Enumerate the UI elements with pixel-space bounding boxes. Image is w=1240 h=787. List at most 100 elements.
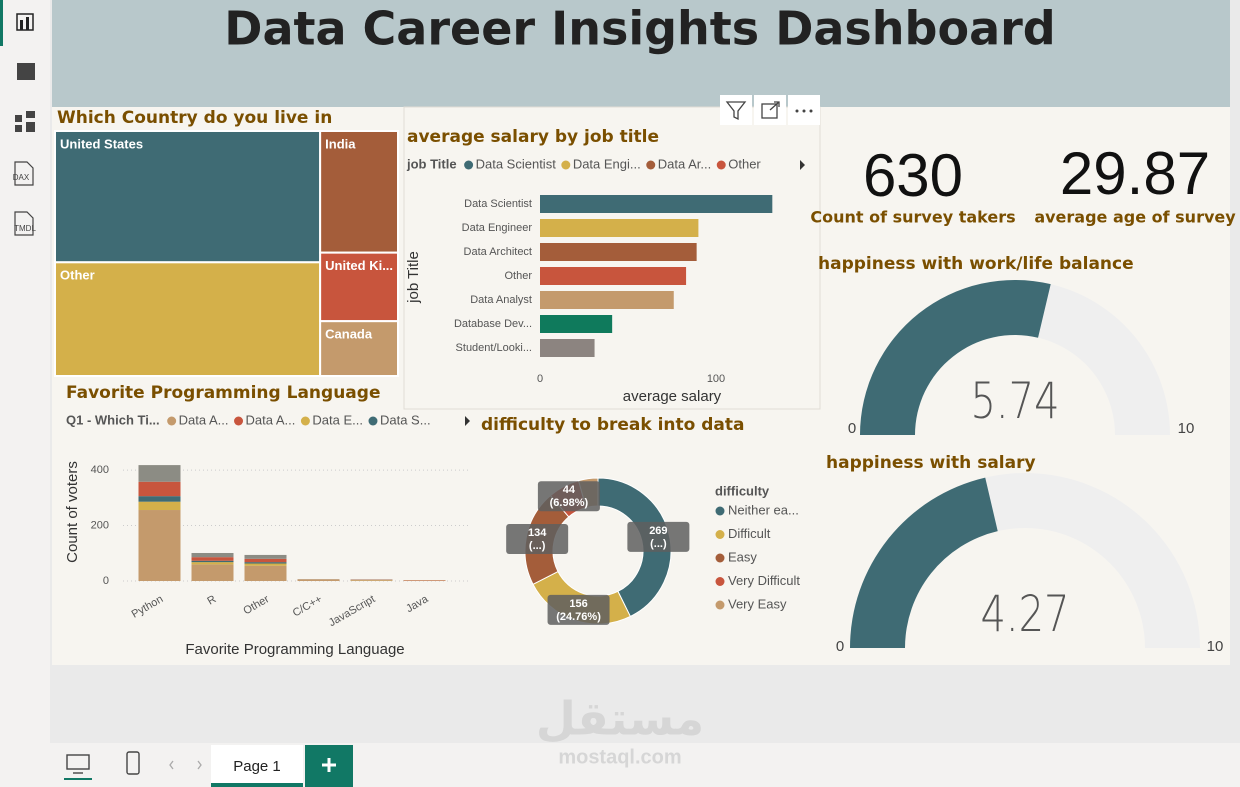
data-label-box bbox=[627, 521, 690, 552]
treemap-label: United Ki... bbox=[325, 258, 393, 273]
bar bbox=[540, 315, 613, 333]
chart-title: difficulty to break into data bbox=[481, 415, 744, 435]
y-tick-label: Student/Looki... bbox=[456, 342, 532, 354]
bar-segment bbox=[244, 558, 287, 563]
treemap-tile bbox=[319, 320, 399, 378]
report-view-icon[interactable] bbox=[16, 13, 34, 31]
gauge-max: 10 bbox=[1207, 638, 1224, 655]
gauge-value: 5.74 bbox=[970, 372, 1059, 431]
bar-segment bbox=[191, 560, 234, 563]
more-options-icon[interactable] bbox=[788, 95, 820, 125]
bar-segment bbox=[138, 496, 181, 502]
treemap-tile bbox=[54, 261, 322, 377]
data-label: (24.76%) bbox=[556, 611, 601, 623]
legend-marker bbox=[715, 577, 725, 586]
legend-marker bbox=[368, 416, 378, 426]
legend-marker bbox=[167, 416, 177, 426]
legend-item: Data E... bbox=[312, 412, 363, 427]
legend-item: Data S... bbox=[380, 412, 431, 427]
data-label-box bbox=[537, 481, 600, 512]
y-axis-label: job Title bbox=[405, 251, 422, 304]
sidebar bbox=[0, 0, 50, 787]
y-axis-label: Count of voters bbox=[64, 461, 81, 563]
watermark-latin: mostaql.com bbox=[558, 746, 681, 768]
bar bbox=[540, 339, 595, 357]
next-page-arrow[interactable] bbox=[197, 760, 202, 770]
bar-segment bbox=[138, 510, 181, 581]
bar-segment bbox=[191, 557, 234, 561]
focus-mode-icon[interactable] bbox=[754, 95, 786, 125]
legend-item: Very Easy bbox=[728, 596, 787, 611]
data-label: (6.98%) bbox=[550, 497, 589, 509]
card-label: average age of survey bbox=[1034, 208, 1236, 227]
sidebar-label: TMDL bbox=[14, 224, 36, 233]
treemap-label: Canada bbox=[325, 327, 373, 342]
x-axis-label: Favorite Programming Language bbox=[185, 641, 404, 658]
bar-segment bbox=[138, 465, 181, 482]
bottom-bar bbox=[0, 743, 1240, 787]
legend-scroll-arrow bbox=[465, 416, 470, 426]
gauge-value: 4.27 bbox=[980, 585, 1069, 644]
bar-segment bbox=[191, 552, 234, 558]
legend-marker bbox=[715, 600, 725, 610]
bar-segment bbox=[244, 563, 287, 566]
card-value: 630 bbox=[863, 142, 963, 209]
legend-item: Data A... bbox=[179, 412, 229, 427]
data-label: 44 bbox=[563, 484, 576, 496]
data-label: (...) bbox=[529, 540, 546, 552]
legend-title: job Title bbox=[406, 156, 457, 171]
legend-title: Q1 - Which Ti... bbox=[66, 412, 160, 427]
gauge-fill bbox=[860, 280, 1051, 435]
page-tab[interactable]: Page 1 bbox=[211, 745, 303, 787]
legend-marker bbox=[234, 416, 244, 426]
mobile-view-icon[interactable] bbox=[126, 751, 140, 775]
gauge-max: 10 bbox=[1178, 420, 1195, 437]
legend-marker bbox=[715, 506, 725, 516]
tmdl-view-icon[interactable]: TMDL bbox=[14, 211, 36, 236]
chart-title: happiness with work/life balance bbox=[818, 254, 1134, 274]
legend-item: Other bbox=[728, 156, 761, 171]
bar bbox=[540, 267, 687, 285]
bar bbox=[540, 219, 699, 237]
y-tick-label: Data Scientist bbox=[464, 198, 532, 210]
gauge-fill bbox=[850, 477, 998, 648]
gauge-min: 0 bbox=[848, 420, 856, 437]
x-tick-label: 0 bbox=[537, 373, 543, 385]
bar-segment bbox=[191, 562, 234, 565]
y-tick-label: Data Architect bbox=[464, 246, 532, 258]
treemap-tile bbox=[54, 130, 322, 264]
filter-icon[interactable] bbox=[720, 95, 752, 125]
add-page-button[interactable] bbox=[305, 745, 353, 787]
y-tick-label: Data Engineer bbox=[462, 222, 533, 234]
y-tick-label: 0 bbox=[103, 575, 109, 587]
treemap-label: Other bbox=[60, 268, 95, 283]
x-tick-label: 100 bbox=[707, 373, 725, 385]
table-view-icon[interactable] bbox=[17, 63, 35, 80]
chart-title: happiness with salary bbox=[826, 453, 1036, 473]
sidebar-active-indicator bbox=[0, 0, 3, 46]
model-view-icon[interactable] bbox=[15, 111, 35, 132]
data-label-box bbox=[506, 524, 569, 555]
page-tab-label: Page 1 bbox=[233, 758, 281, 775]
bar-segment bbox=[138, 481, 181, 497]
dashboard-title: Data Career Insights Dashboard bbox=[224, 2, 1055, 56]
legend-marker bbox=[300, 416, 310, 426]
legend-scroll-arrow bbox=[800, 160, 805, 170]
prev-page-arrow[interactable] bbox=[169, 760, 174, 770]
bar-segment bbox=[297, 579, 340, 581]
bar bbox=[540, 291, 674, 309]
dax-view-icon[interactable]: DAX bbox=[13, 161, 34, 186]
data-label-box bbox=[547, 594, 610, 625]
y-tick-label: 400 bbox=[91, 464, 109, 476]
legend-item: Difficult bbox=[728, 526, 771, 541]
y-tick-label: Other bbox=[504, 270, 532, 282]
y-tick-label: 200 bbox=[91, 519, 109, 531]
legend-item: Neither ea... bbox=[728, 502, 799, 517]
data-label: 134 bbox=[528, 527, 547, 539]
bar bbox=[540, 195, 773, 213]
data-label: 269 bbox=[649, 525, 667, 537]
desktop-view-icon[interactable] bbox=[64, 754, 92, 780]
watermark-arabic: مستقل bbox=[536, 692, 704, 746]
